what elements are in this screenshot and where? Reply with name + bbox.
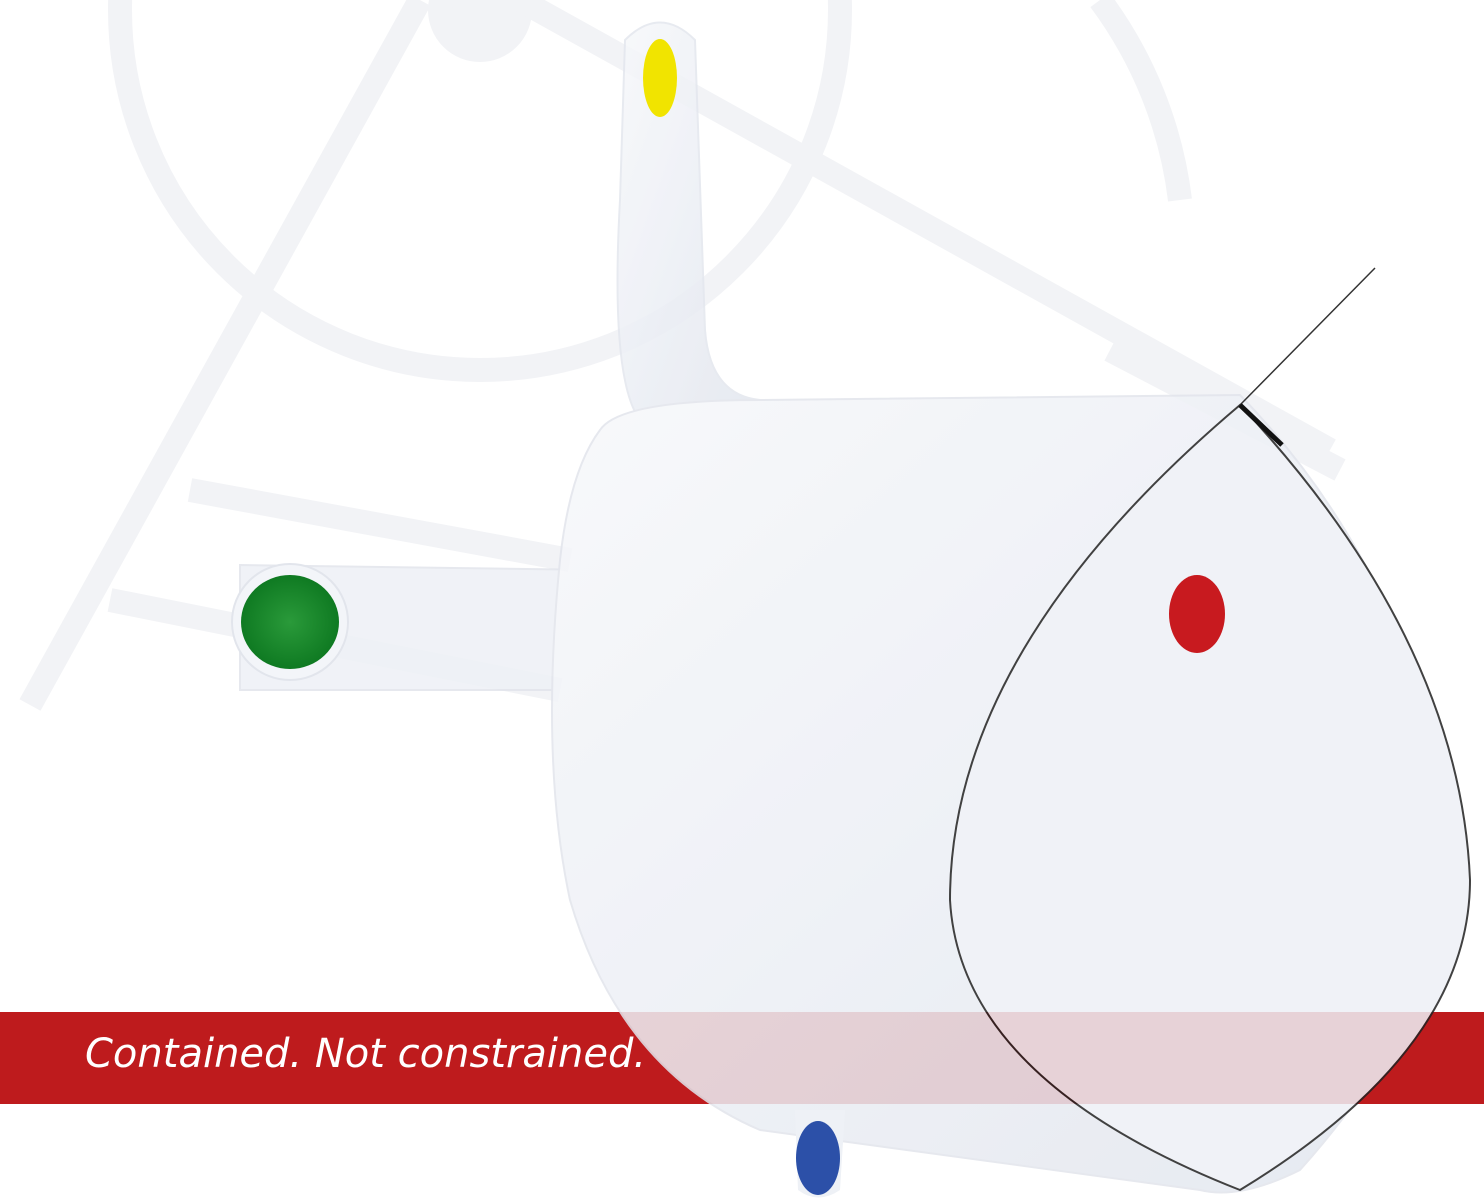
yellow-port (643, 39, 677, 117)
green-port (241, 575, 339, 669)
needle (1239, 267, 1376, 406)
red-port (1169, 575, 1225, 653)
product (239, 21, 1472, 1194)
needle-edge (1238, 403, 1284, 447)
blue-port (796, 1121, 840, 1195)
tagline: Contained. Not constrained. (85, 1031, 646, 1077)
